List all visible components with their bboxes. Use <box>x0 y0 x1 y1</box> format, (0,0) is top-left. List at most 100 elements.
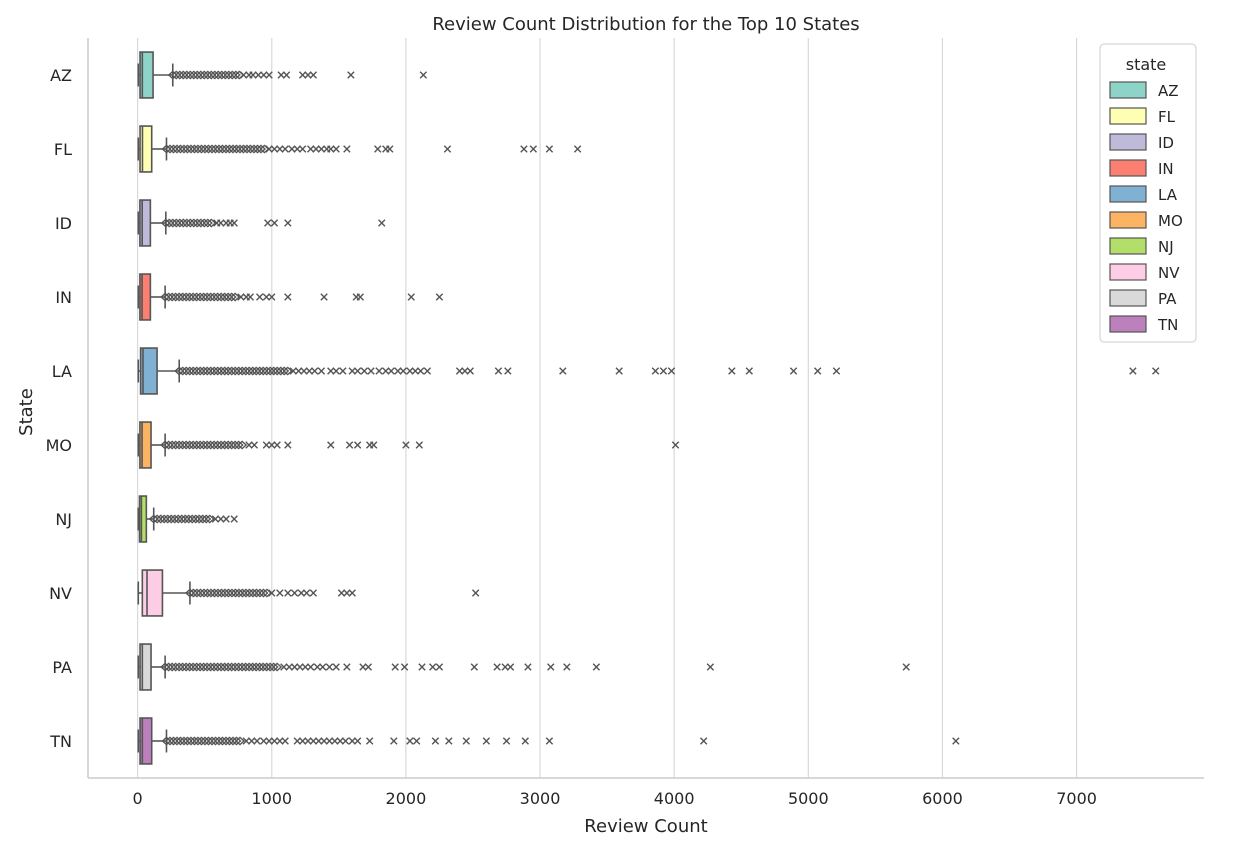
outlier-fl-1230 <box>298 145 307 153</box>
y-tick-nj: NJ <box>55 510 72 529</box>
outlier-dense-marker <box>202 218 213 228</box>
box-nj <box>137 495 238 543</box>
boxes-layer <box>137 51 1160 765</box>
outlier-la-1850 <box>382 367 390 375</box>
y-axis-label: State <box>16 388 37 436</box>
box-rect-az <box>139 51 154 99</box>
outlier-tn-3070 <box>545 737 554 745</box>
outlier-dense-marker <box>230 292 241 302</box>
outlier-band-in <box>160 292 241 302</box>
legend-swatch-fl <box>1109 107 1147 125</box>
outlier-mo-4010 <box>671 441 680 449</box>
outlier-tn-2030 <box>406 737 414 745</box>
outlier-fl-1370 <box>317 145 326 153</box>
outlier-tn-1550 <box>341 737 350 745</box>
outlier-band-az <box>167 70 245 80</box>
outlier-pa-2120 <box>418 663 426 671</box>
outlier-in-2040 <box>407 293 415 301</box>
outlier-la-2160 <box>423 367 432 375</box>
outlier-nv-1600 <box>348 589 356 597</box>
box-rect-pa <box>139 643 152 691</box>
y-tick-la: LA <box>52 362 72 381</box>
outlier-la-1160 <box>289 367 297 375</box>
outlier-tn-890 <box>253 737 261 745</box>
outlier-pa-1380 <box>319 663 327 671</box>
outlier-fl-1440 <box>327 145 335 153</box>
outlier-pa-1720 <box>364 663 373 671</box>
outlier-la-2480 <box>466 367 474 375</box>
outlier-tn-2450 <box>462 737 470 745</box>
outlier-az-940 <box>260 71 268 79</box>
outlier-az-860 <box>249 71 257 79</box>
outlier-az-1230 <box>298 71 307 79</box>
legend-swatch-in <box>1109 159 1147 177</box>
outlier-band-tn <box>161 736 246 746</box>
outlier-tn-1600 <box>348 737 356 745</box>
outlier-id-620 <box>217 219 225 227</box>
outlier-tn-940 <box>260 737 268 745</box>
outlier-dense-marker <box>226 292 237 302</box>
outlier-pa-1090 <box>280 663 288 671</box>
outlier-la-1740 <box>367 367 375 375</box>
outlier-tn-2080 <box>412 737 421 745</box>
outlier-fl-2310 <box>443 145 452 153</box>
y-tick-tn: TN <box>49 732 72 751</box>
legend-swatch-la <box>1109 185 1147 203</box>
outlier-fl-1290 <box>306 145 315 153</box>
outlier-tn-4220 <box>699 737 708 745</box>
outlier-tn-2750 <box>502 737 511 745</box>
outlier-pa-4270 <box>706 663 715 671</box>
outlier-dense-marker <box>201 514 212 524</box>
outlier-la-1440 <box>327 367 335 375</box>
outlier-pa-2200 <box>429 663 437 671</box>
outlier-dense-marker <box>258 588 269 598</box>
outlier-fl-3070 <box>545 145 554 153</box>
legend-label-nj: NJ <box>1158 238 1174 256</box>
outlier-la-1690 <box>360 367 369 375</box>
outlier-tn-2890 <box>521 737 529 745</box>
outlier-la-1370 <box>317 367 326 375</box>
outlier-la-1530 <box>339 367 347 375</box>
outlier-mo-1000 <box>268 441 276 449</box>
outlier-id-720 <box>230 219 238 227</box>
outlier-mo-1440 <box>327 441 335 449</box>
outlier-la-1200 <box>294 367 303 375</box>
outlier-az-790 <box>239 71 248 79</box>
box-rect-nj <box>138 495 148 543</box>
outlier-nv-1000 <box>268 589 276 597</box>
box-rect-nv <box>141 569 164 617</box>
outlier-dense-marker <box>237 440 248 450</box>
outlier-az-980 <box>265 71 273 79</box>
outlier-la-2440 <box>461 367 469 375</box>
outlier-dense-marker <box>233 440 244 450</box>
outlier-in-1390 <box>320 293 328 301</box>
outlier-fl-1880 <box>386 145 394 153</box>
legend-title: state <box>1126 55 1167 74</box>
outlier-dense-marker <box>204 514 215 524</box>
outlier-pa-2910 <box>524 663 532 671</box>
outlier-la-4890 <box>789 367 798 375</box>
outlier-mo-1640 <box>353 441 362 449</box>
outlier-dense-marker <box>206 218 217 228</box>
outlier-in-1660 <box>356 293 364 301</box>
outlier-tn-810 <box>242 737 250 745</box>
outlier-la-1980 <box>399 367 407 375</box>
box-fl <box>137 125 582 173</box>
outlier-tn-1060 <box>276 737 284 745</box>
outlier-tn-1510 <box>336 737 344 745</box>
outlier-pa-1210 <box>296 663 304 671</box>
outlier-in-840 <box>246 293 254 301</box>
box-mo <box>137 421 680 469</box>
outlier-band-fl <box>161 144 270 154</box>
outlier-fl-980 <box>265 145 273 153</box>
outlier-pa-1560 <box>343 663 351 671</box>
outlier-tn-1910 <box>390 737 398 745</box>
outlier-nv-1170 <box>290 589 299 597</box>
x-tick-5000: 5000 <box>788 789 829 808</box>
outlier-az-2130 <box>419 71 428 79</box>
x-tick-2000: 2000 <box>386 789 427 808</box>
y-tick-az: AZ <box>50 66 72 85</box>
chart-title: Review Count Distribution for the Top 10… <box>432 14 859 35</box>
outlier-tn-6100 <box>952 737 960 745</box>
outlier-fl-1560 <box>343 145 351 153</box>
